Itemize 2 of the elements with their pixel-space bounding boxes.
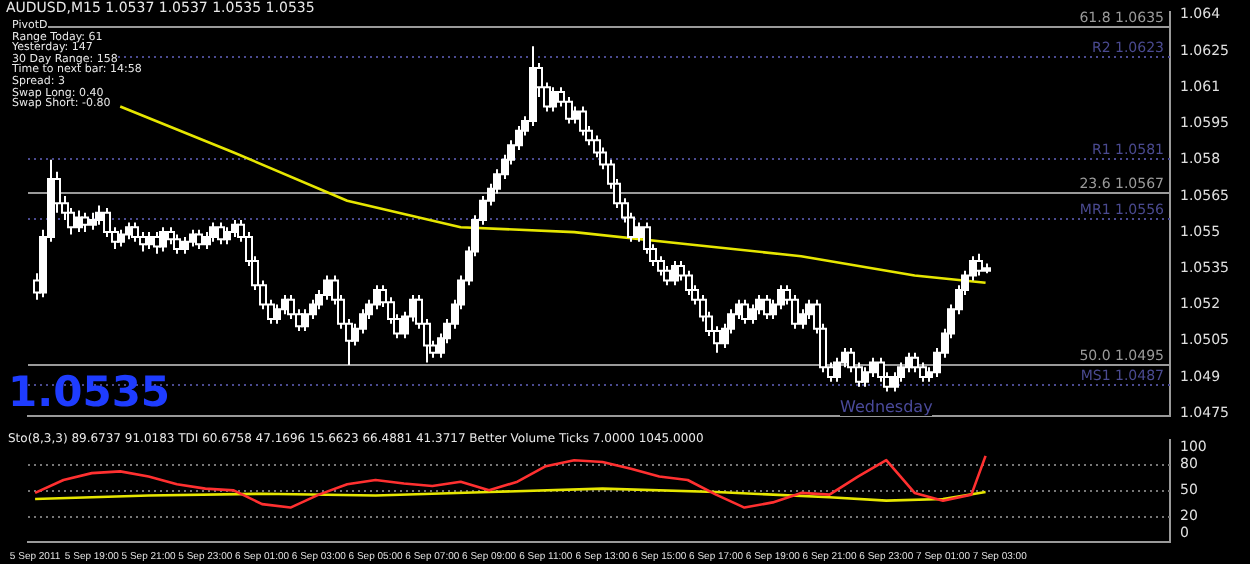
annotation: Wednesday: [840, 398, 933, 416]
annotation: 1.0535: [8, 368, 171, 416]
